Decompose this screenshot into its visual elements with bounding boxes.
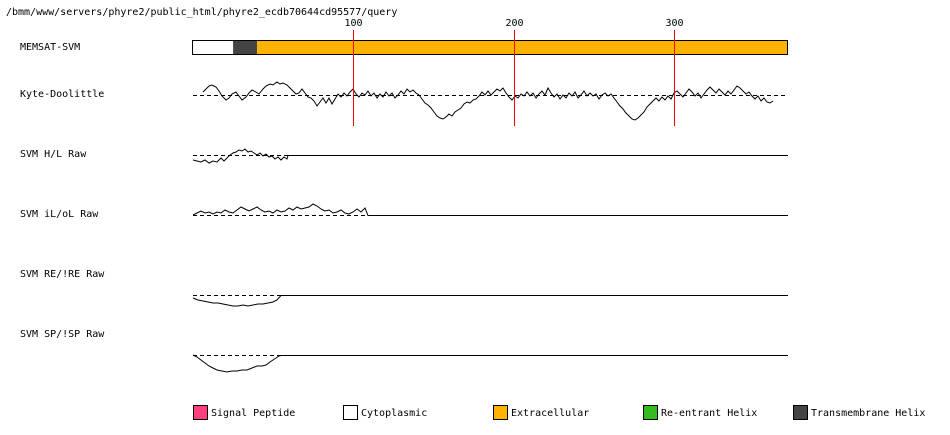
svm-hl-track	[192, 148, 788, 164]
legend-label-extracellular: Extracellular	[511, 408, 589, 419]
memsat-segment-extracellular	[257, 40, 788, 55]
query-path: /bmm/www/servers/phyre2/public_html/phyr…	[6, 7, 397, 18]
legend-label-reentrant-helix: Re-entrant Helix	[661, 408, 757, 419]
legend-label-transmembrane-helix: Transmembrane Helix	[811, 408, 925, 419]
legend-label-signal-peptide: Signal Peptide	[211, 408, 295, 419]
ruler-tick-label-100: 100	[344, 18, 362, 29]
memsat-segment-cytoplasmic	[193, 40, 234, 55]
memsat-segment-transmembrane	[233, 40, 258, 55]
legend-swatch-cytoplasmic	[343, 405, 358, 420]
legend: Signal Peptide Cytoplasmic Extracellular…	[193, 405, 925, 420]
legend-label-cytoplasmic: Cytoplasmic	[361, 408, 427, 419]
svm-sp-track	[192, 354, 788, 373]
legend-swatch-reentrant-helix	[643, 405, 658, 420]
kyte-doolittle-track	[193, 81, 788, 121]
memsat-bar-border	[192, 40, 788, 55]
ruler-labels: 100 200 300	[344, 18, 683, 29]
legend-swatch-signal-peptide	[193, 405, 208, 420]
hl-trace	[192, 148, 788, 164]
ruler-tick-label-200: 200	[505, 18, 523, 29]
svm-il-ol-track	[192, 203, 788, 216]
ruler-lines	[353, 30, 675, 126]
re-trace	[192, 295, 788, 307]
il-ol-trace	[192, 203, 788, 216]
kd-trace	[202, 81, 774, 121]
track-label-svm-sp-raw: SVM SP/!SP Raw	[20, 329, 105, 340]
ruler-tick-label-300: 300	[665, 18, 683, 29]
sp-trace	[192, 354, 788, 373]
track-label-svm-hl-raw: SVM H/L Raw	[20, 149, 87, 160]
track-label-memsat-svm: MEMSAT-SVM	[20, 42, 80, 53]
track-label-svm-re-raw: SVM RE/!RE Raw	[20, 269, 105, 280]
track-label-svm-il-ol-raw: SVM iL/oL Raw	[20, 209, 99, 220]
track-label-kyte-doolittle: Kyte-Doolittle	[20, 89, 104, 100]
memsat-bar	[192, 40, 788, 55]
svm-re-track	[192, 295, 788, 307]
legend-swatch-extracellular	[493, 405, 508, 420]
legend-swatch-transmembrane-helix	[793, 405, 808, 420]
track-labels: MEMSAT-SVM Kyte-Doolittle SVM H/L Raw SV…	[20, 42, 105, 340]
